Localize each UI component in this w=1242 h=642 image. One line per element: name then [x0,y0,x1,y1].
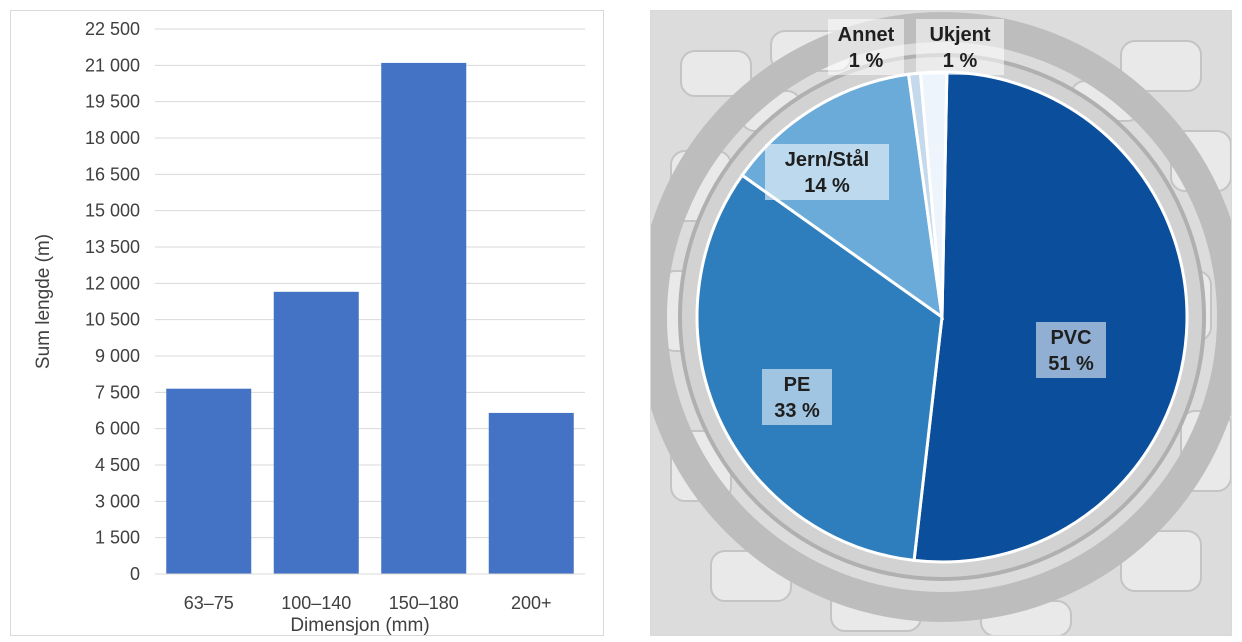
bar-chart: 0 1 500 3 000 4 500 6 000 7 500 9 000 10 500 12 … [33,19,585,636]
y-tick-label: 10 500 [85,310,140,330]
pie-label-value: 1 % [943,50,978,72]
bar-chart-panel: 0 1 500 3 000 4 500 6 000 7 500 9 000 10 500 12 … [10,10,604,636]
pie-slice [695,173,944,563]
x-tick-label: 200+ [511,593,552,613]
pie-label-name: PE [784,374,811,396]
pie-label-value: 14 % [804,175,850,197]
bar [381,62,467,575]
pie-label-name: Annet [838,24,895,46]
y-axis-title: Sum lengde (m) [33,234,54,369]
y-tick-label: 9 000 [95,346,140,366]
y-tick-label: 0 [130,564,140,584]
y-tick-label: 19 500 [85,92,140,112]
y-tick-label: 22 500 [85,19,140,39]
pie-label: Ukjent 1 % [916,19,1004,75]
y-tick-label: 15 000 [85,201,140,221]
pie-label-name: Ukjent [929,24,990,46]
y-tick-label: 18 000 [85,128,140,148]
pie-label: Jern/Stål 14 % [765,144,889,200]
y-tick-label: 6 000 [95,419,140,439]
y-tick-label: 12 000 [85,273,140,293]
x-tick-label: 100–140 [281,593,351,613]
y-tick-label: 13 500 [85,237,140,257]
bar [273,291,359,574]
x-tick-label: 63–75 [184,593,234,613]
y-tick-label: 4 500 [95,455,140,475]
x-axis-title: Dimensjon (mm) [290,615,429,636]
y-tick-label: 7 500 [95,382,140,402]
y-tick-label: 3 000 [95,491,140,511]
pie-label-name: PVC [1050,327,1091,349]
bar [488,412,574,574]
pie-label-value: 1 % [849,50,884,72]
pie-label: PE 33 % [762,369,832,425]
y-tick-label: 1 500 [95,528,140,548]
pie-slice [912,70,1189,564]
bar [166,388,252,574]
pie-label: PVC 51 % [1036,322,1106,378]
y-tick-label: 21 000 [85,55,140,75]
pie-label-value: 33 % [774,400,820,422]
pie-label-value: 51 % [1048,353,1094,375]
pie-chart-panel: PVC 51 % PE 33 % Jern/Stål 14 % Annet 1 % Ukjent… [650,10,1232,636]
pie-label: Annet 1 % [828,19,904,75]
y-tick-label: 16 500 [85,164,140,184]
x-tick-label: 150–180 [389,593,459,613]
pie-label-name: Jern/Stål [785,148,869,171]
